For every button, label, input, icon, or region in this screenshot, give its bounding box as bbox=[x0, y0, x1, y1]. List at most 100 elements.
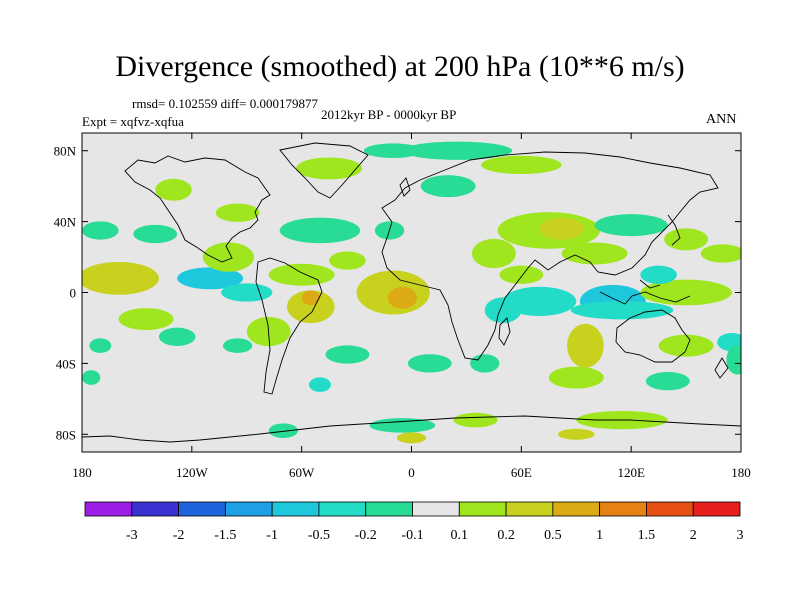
y-axis: 80N 40N 0 40S 80S bbox=[54, 144, 741, 442]
colorbar-label: 1 bbox=[596, 528, 603, 543]
chart-title: Divergence (smoothed) at 200 hPa (10**6 … bbox=[115, 50, 685, 83]
anomaly-region bbox=[539, 217, 584, 240]
anomaly-region bbox=[640, 265, 677, 284]
experiment-label: Expt = xqfvz-xqfua bbox=[82, 114, 184, 129]
colorbar-label: 1.5 bbox=[638, 528, 656, 543]
colorbar-label: -1.5 bbox=[214, 528, 236, 543]
anomaly-region bbox=[222, 338, 253, 353]
anomaly-region bbox=[453, 412, 498, 428]
x-tick-label: 120W bbox=[176, 465, 209, 480]
anomaly-region bbox=[118, 308, 174, 331]
anomaly-region bbox=[215, 203, 260, 222]
colorbar-label: -3 bbox=[126, 528, 138, 543]
colorbar-label: -0.5 bbox=[308, 528, 330, 543]
anomaly-region bbox=[645, 371, 690, 391]
x-tick-label: 0 bbox=[408, 465, 415, 480]
anomaly-region bbox=[402, 141, 513, 160]
anomaly-region bbox=[287, 290, 335, 324]
colorbar-label: 0.5 bbox=[544, 528, 562, 543]
anomaly-region bbox=[481, 155, 562, 175]
coastline-south-america bbox=[255, 257, 323, 395]
x-tick-label: 180 bbox=[731, 465, 751, 480]
colorbar-swatch bbox=[178, 501, 226, 517]
x-tick-label: 180 bbox=[72, 465, 92, 480]
colorbar: -3 -2 -1.5 -1 -0.5 -0.2 -0.1 0.1 0.2 0.5 1 1.5 2 3 bbox=[84, 501, 744, 543]
coastline-greenland bbox=[279, 142, 369, 199]
anomaly-region bbox=[133, 224, 178, 244]
x-tick-label: 60E bbox=[511, 465, 532, 480]
anomaly-region bbox=[82, 261, 159, 295]
anomaly-region bbox=[221, 283, 273, 302]
colorbar-swatch bbox=[458, 501, 507, 517]
anomaly-region bbox=[499, 265, 544, 284]
anomaly-region bbox=[726, 345, 741, 375]
anomaly-region bbox=[177, 267, 244, 290]
y-tick-label: 40N bbox=[54, 215, 77, 230]
colorbar-swatch bbox=[224, 501, 273, 517]
anomaly-region bbox=[329, 251, 366, 270]
anomaly-region bbox=[325, 345, 370, 364]
anomaly-region bbox=[484, 297, 522, 324]
colorbar-label: -1 bbox=[266, 528, 278, 543]
anomaly-region bbox=[202, 242, 255, 272]
anomaly-region bbox=[561, 242, 628, 265]
anomaly-region bbox=[700, 244, 741, 263]
anomaly-region bbox=[268, 423, 299, 439]
colorbar-label: -0.2 bbox=[355, 528, 377, 543]
anomaly-region bbox=[594, 214, 668, 237]
time-period-label: 2012kyr BP - 0000kyr BP bbox=[321, 107, 457, 122]
anomaly-region bbox=[279, 217, 361, 244]
anomaly-region bbox=[369, 418, 436, 433]
anomaly-region bbox=[407, 354, 452, 373]
colorbar-swatch bbox=[84, 501, 133, 517]
anomaly-layer bbox=[82, 141, 741, 444]
anomaly-region bbox=[557, 428, 595, 440]
colorbar-swatch bbox=[412, 501, 460, 517]
anomaly-region bbox=[567, 323, 604, 368]
colorbar-swatch bbox=[318, 501, 367, 517]
anomaly-region bbox=[301, 290, 320, 306]
anomaly-region bbox=[82, 221, 119, 240]
coastline-japan bbox=[667, 214, 681, 246]
colorbar-swatch bbox=[692, 501, 741, 517]
x-tick-label: 120E bbox=[617, 465, 645, 480]
anomaly-region bbox=[82, 370, 101, 385]
anomaly-region bbox=[470, 354, 500, 373]
coastline-uk bbox=[399, 177, 411, 197]
anomaly-region bbox=[570, 301, 674, 320]
coastline-africa-eurasia bbox=[381, 151, 719, 361]
anomaly-region bbox=[158, 327, 196, 346]
colorbar-swatch bbox=[646, 501, 694, 517]
x-axis: 180 120W 60W 0 60E 120E 180 bbox=[72, 133, 751, 480]
colorbar-swatch bbox=[505, 501, 554, 517]
colorbar-label: -2 bbox=[173, 528, 185, 543]
coastline-layer bbox=[82, 142, 741, 443]
colorbar-swatch bbox=[599, 501, 647, 517]
anomaly-region bbox=[664, 228, 709, 251]
colorbar-swatch bbox=[131, 501, 179, 517]
y-tick-label: 40S bbox=[56, 356, 76, 371]
coastline-new-zealand bbox=[714, 357, 729, 379]
anomaly-region bbox=[548, 366, 604, 389]
anomaly-region bbox=[396, 432, 427, 444]
colorbar-label: 3 bbox=[737, 528, 744, 543]
colorbar-swatch bbox=[552, 501, 601, 517]
anomaly-region bbox=[471, 238, 516, 269]
anomaly-region bbox=[296, 157, 363, 180]
rmsd-diff-stats: rmsd= 0.102559 diff= 0.000179877 bbox=[132, 96, 318, 111]
coastline-australia bbox=[615, 309, 691, 363]
anomaly-region bbox=[155, 178, 192, 201]
anomaly-region bbox=[503, 286, 577, 317]
coastline-indonesia bbox=[599, 279, 691, 305]
anomaly-region bbox=[308, 377, 331, 392]
coastline-madagascar bbox=[498, 317, 511, 346]
colorbar-label: 0.1 bbox=[451, 528, 469, 543]
coastline-north-america bbox=[124, 155, 271, 263]
anomaly-region bbox=[420, 175, 476, 198]
y-tick-label: 80N bbox=[54, 144, 77, 159]
anomaly-region bbox=[658, 334, 714, 357]
y-tick-label: 80S bbox=[56, 427, 76, 442]
colorbar-label: -0.1 bbox=[401, 528, 423, 543]
colorbar-swatch bbox=[271, 501, 320, 517]
